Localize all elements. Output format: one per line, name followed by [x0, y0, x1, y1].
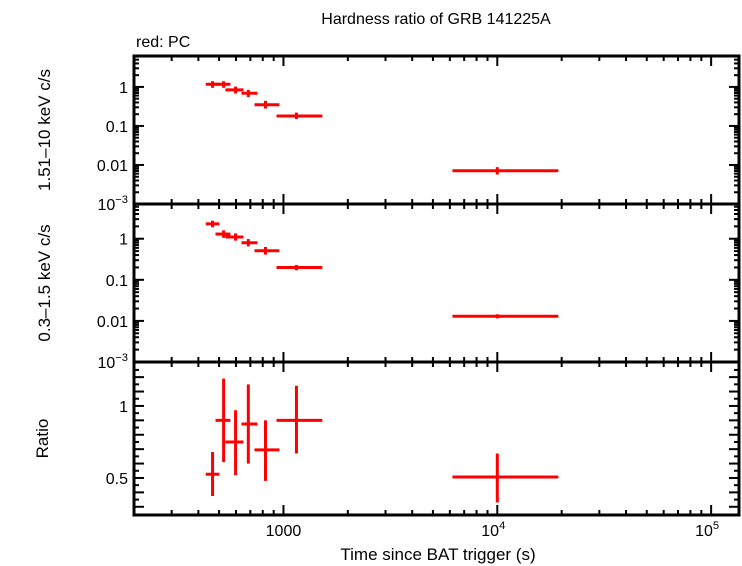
panel-3-y-axis-label: Ratio — [33, 419, 52, 459]
y-tick-label: 0.1 — [106, 119, 128, 136]
y-tick-label: 1 — [119, 232, 128, 249]
y-tick-label: 0.5 — [106, 471, 128, 488]
y-tick-label-exponent: −3 — [115, 194, 128, 206]
y-tick-label-exponent: −3 — [115, 352, 128, 364]
y-tick-label: 10−3 — [97, 352, 128, 372]
y-tick-label: 0.01 — [97, 314, 128, 331]
y-tick-label: 10−3 — [97, 194, 128, 214]
x-tick-label-exponent: 5 — [713, 520, 719, 532]
y-tick-label: 1 — [119, 399, 128, 416]
panel-3-frame — [132, 360, 741, 517]
y-tick-label: 1 — [119, 80, 128, 97]
x-tick-label: 1000 — [266, 523, 302, 540]
panel-1-frame — [132, 54, 741, 206]
legend-note: red: PC — [136, 34, 190, 51]
panel-1-y-axis-label: 1.51–10 keV c/s — [35, 69, 54, 191]
y-tick-label: 0.1 — [106, 273, 128, 290]
panel-2-frame — [132, 202, 741, 364]
y-tick-label: 0.01 — [97, 158, 128, 175]
x-tick-label: 104 — [481, 520, 505, 540]
panel-2-y-axis-label: 0.3–1.5 keV c/s — [35, 224, 54, 341]
x-tick-label: 105 — [695, 520, 719, 540]
x-axis-label: Time since BAT trigger (s) — [340, 545, 535, 564]
x-tick-label-exponent: 4 — [499, 520, 505, 532]
chart-title: Hardness ratio of GRB 141225A — [321, 11, 551, 28]
